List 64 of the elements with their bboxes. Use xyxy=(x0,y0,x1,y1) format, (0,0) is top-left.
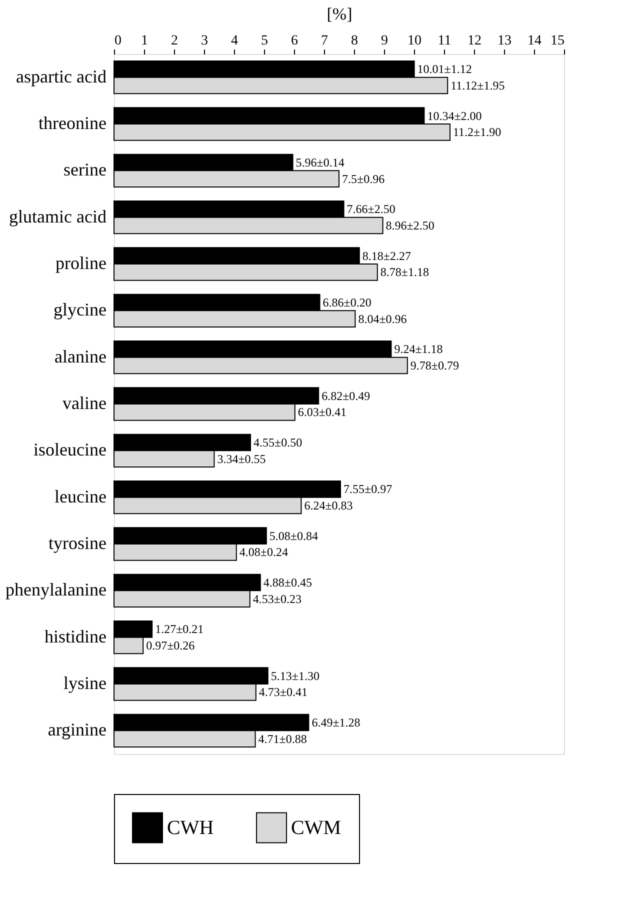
data-label: 9.78±0.79 xyxy=(410,358,459,372)
data-label: 6.49±1.28 xyxy=(312,716,360,730)
legend-label: CWM xyxy=(291,816,342,839)
data-label: 3.34±0.55 xyxy=(217,452,266,466)
x-tick-label: 8 xyxy=(351,34,358,48)
data-label: 6.82±0.49 xyxy=(322,388,370,403)
y-tick-label: threonine xyxy=(38,113,106,133)
data-label: 4.88±0.45 xyxy=(263,576,312,590)
data-label: 8.04±0.96 xyxy=(358,312,407,326)
y-tick-label: serine xyxy=(64,160,107,180)
data-label: 4.71±0.88 xyxy=(258,732,307,746)
x-tick-label: 14 xyxy=(528,34,542,48)
data-label: 8.78±1.18 xyxy=(380,265,429,280)
x-tick-label: 6 xyxy=(291,34,298,48)
x-tick-label: 3 xyxy=(201,34,208,48)
legend-label: CWH xyxy=(167,816,214,839)
data-label: 5.96±0.14 xyxy=(296,156,344,170)
y-tick-label: histidine xyxy=(44,626,107,646)
x-tick-label: 5 xyxy=(261,34,268,48)
data-label: 5.13±1.30 xyxy=(270,668,320,683)
data-label: 7.66±2.50 xyxy=(346,202,396,216)
x-tick-label: 15 xyxy=(550,34,564,48)
data-label: 1.27±0.21 xyxy=(155,622,204,636)
x-axis-title: [%] xyxy=(326,4,352,24)
data-label: 0.97±0.26 xyxy=(146,638,195,652)
y-tick-label: proline xyxy=(56,253,106,273)
y-tick-label: isoleucine xyxy=(34,440,106,460)
data-label: 6.24±0.83 xyxy=(304,498,353,512)
data-label: 8.18±2.27 xyxy=(362,248,411,263)
y-tick-label: aspartic acid xyxy=(16,66,106,86)
data-label: 4.08±0.24 xyxy=(239,545,288,560)
y-tick-label: leucine xyxy=(54,486,106,506)
x-tick-label: 10 xyxy=(408,34,422,48)
data-label: 10.34±2.00 xyxy=(427,108,482,123)
data-label: 10.01±1.12 xyxy=(417,62,472,76)
y-tick-label: arginine xyxy=(48,720,107,740)
data-label: 8.96±2.50 xyxy=(386,218,434,232)
data-label: 11.12±1.95 xyxy=(450,78,505,92)
data-label: 4.73±0.41 xyxy=(258,685,308,700)
y-tick-label: phenylalanine xyxy=(6,580,106,600)
x-tick-label: 13 xyxy=(498,34,512,48)
x-tick-label: 1 xyxy=(141,34,148,48)
data-label: 7.55±0.97 xyxy=(344,482,392,496)
x-tick-label: 0 xyxy=(114,34,122,48)
data-label: 5.08±0.84 xyxy=(269,528,318,543)
data-label: 9.24±1.18 xyxy=(394,342,443,356)
y-tick-label: glycine xyxy=(54,300,107,320)
data-label: 7.5±0.96 xyxy=(342,172,385,186)
y-tick-label: tyrosine xyxy=(48,533,106,553)
x-tick-label: 2 xyxy=(171,34,178,48)
y-tick-label: lysine xyxy=(64,673,107,693)
y-tick-label: valine xyxy=(62,393,107,413)
x-tick-label: 7 xyxy=(321,34,328,48)
data-label: 6.03±0.41 xyxy=(298,405,346,420)
x-tick-label: 12 xyxy=(468,34,482,48)
data-label: 11.2±1.90 xyxy=(453,125,502,140)
x-tick-label: 9 xyxy=(381,34,388,48)
data-label: 4.55±0.50 xyxy=(254,436,302,450)
y-tick-label: glutamic acid xyxy=(9,206,106,226)
x-tick-label: 4 xyxy=(231,34,238,48)
x-tick-label: 11 xyxy=(438,34,452,48)
data-label: 4.53±0.23 xyxy=(252,592,302,606)
y-tick-label: alanine xyxy=(54,346,106,366)
data-label: 6.86±0.20 xyxy=(322,296,372,310)
